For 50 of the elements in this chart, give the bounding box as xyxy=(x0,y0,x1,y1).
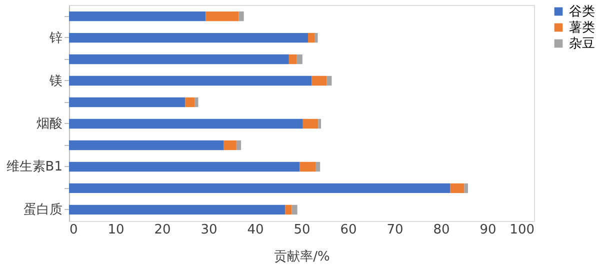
bar xyxy=(450,183,464,194)
x-tick-label: 20 xyxy=(154,222,171,238)
bar xyxy=(326,76,332,86)
x-tick-label: 50 xyxy=(294,222,310,238)
bar xyxy=(312,76,327,86)
bar xyxy=(69,162,300,172)
x-tick-label: 80 xyxy=(433,222,450,238)
bar xyxy=(69,204,286,215)
x-tick-label: 40 xyxy=(247,222,264,238)
bar xyxy=(69,183,450,194)
bar xyxy=(300,162,316,172)
bar xyxy=(292,204,298,215)
bar xyxy=(224,140,236,150)
y-tick-label: 蛋白质 xyxy=(24,202,62,218)
bar xyxy=(69,76,312,86)
x-axis-title: 贡献率/% xyxy=(274,248,330,264)
bar xyxy=(464,183,468,194)
bar xyxy=(318,118,322,129)
bar xyxy=(69,118,303,129)
bar xyxy=(206,11,239,22)
bar xyxy=(238,11,244,22)
bar xyxy=(69,97,186,108)
bar xyxy=(314,32,318,43)
y-tick-label: 镁 xyxy=(48,74,62,89)
y-tick-label: 烟酸 xyxy=(36,116,62,132)
bar xyxy=(69,32,308,43)
legend-label: 杂豆 xyxy=(569,36,595,52)
bar xyxy=(236,140,242,150)
bar xyxy=(69,140,224,150)
y-tick-label: 锌 xyxy=(48,30,62,46)
bar xyxy=(302,118,318,129)
x-tick-label: 100 xyxy=(510,222,534,238)
legend-label: 谷类 xyxy=(569,4,595,20)
x-tick-label: 10 xyxy=(108,222,124,238)
x-tick-label: 60 xyxy=(340,222,357,238)
bar xyxy=(316,162,320,172)
bar xyxy=(288,54,297,64)
bar xyxy=(194,97,198,108)
x-tick-label: 0 xyxy=(70,222,78,238)
y-tick-label: 维生素B1 xyxy=(6,160,62,175)
x-tick-label: 90 xyxy=(480,222,496,238)
bar xyxy=(308,32,315,43)
bar xyxy=(296,54,302,64)
x-tick-label: 70 xyxy=(386,222,404,238)
bar xyxy=(69,11,206,22)
bar xyxy=(285,204,292,215)
legend-label: 薯类 xyxy=(569,20,595,36)
x-tick-label: 30 xyxy=(200,222,218,238)
bar xyxy=(69,54,289,64)
bar xyxy=(185,97,195,108)
